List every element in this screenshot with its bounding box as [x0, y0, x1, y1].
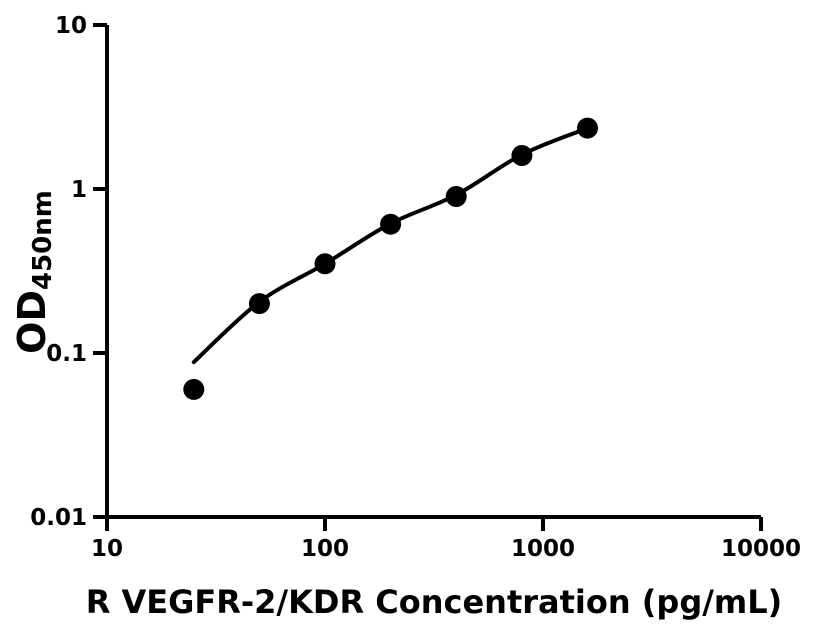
y-tick-label-10: 10: [55, 13, 87, 39]
y-tick-label-0-01: 0.01: [30, 505, 87, 531]
x-tick-label-10000: 10000: [721, 536, 801, 562]
x-tick-label-10: 10: [91, 536, 123, 562]
data-point-marker: [577, 117, 598, 139]
x-axis-ticks: [105, 517, 763, 531]
data-point-marker: [445, 186, 467, 207]
data-point-marker: [380, 213, 402, 235]
y-tick-label-1: 1: [71, 177, 87, 203]
y-axis-title: OD450nm: [10, 190, 58, 354]
data-point-marker: [314, 253, 336, 275]
x-tick-label-100: 100: [301, 536, 349, 562]
data-point-marker: [183, 378, 205, 400]
axis-spine: [105, 25, 761, 519]
data-point-marker: [511, 145, 533, 166]
y-axis-ticks: [93, 23, 107, 519]
data-points: [183, 117, 598, 400]
y-tick-label-0-1: 0.1: [46, 341, 87, 367]
x-axis-title: R VEGFR-2/KDR Concentration (pg/mL): [86, 583, 783, 621]
y-axis-title-subscript: 450nm: [28, 190, 58, 290]
x-tick-label-1000: 1000: [511, 536, 575, 562]
y-axis-title-main: OD: [10, 290, 54, 354]
data-point-marker: [248, 293, 270, 315]
